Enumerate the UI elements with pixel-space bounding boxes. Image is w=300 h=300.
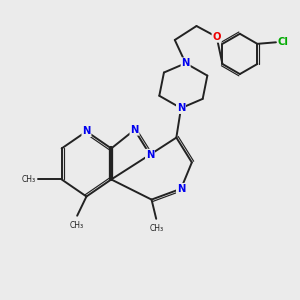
Text: N: N bbox=[82, 126, 91, 136]
Text: N: N bbox=[177, 184, 185, 194]
Text: N: N bbox=[146, 150, 154, 160]
Text: N: N bbox=[177, 103, 185, 113]
Text: O: O bbox=[212, 32, 221, 42]
Text: CH₃: CH₃ bbox=[70, 221, 84, 230]
Text: N: N bbox=[182, 58, 190, 68]
Text: CH₃: CH₃ bbox=[149, 224, 163, 233]
Text: Cl: Cl bbox=[278, 37, 289, 47]
Text: N: N bbox=[130, 125, 139, 135]
Text: CH₃: CH₃ bbox=[22, 175, 36, 184]
